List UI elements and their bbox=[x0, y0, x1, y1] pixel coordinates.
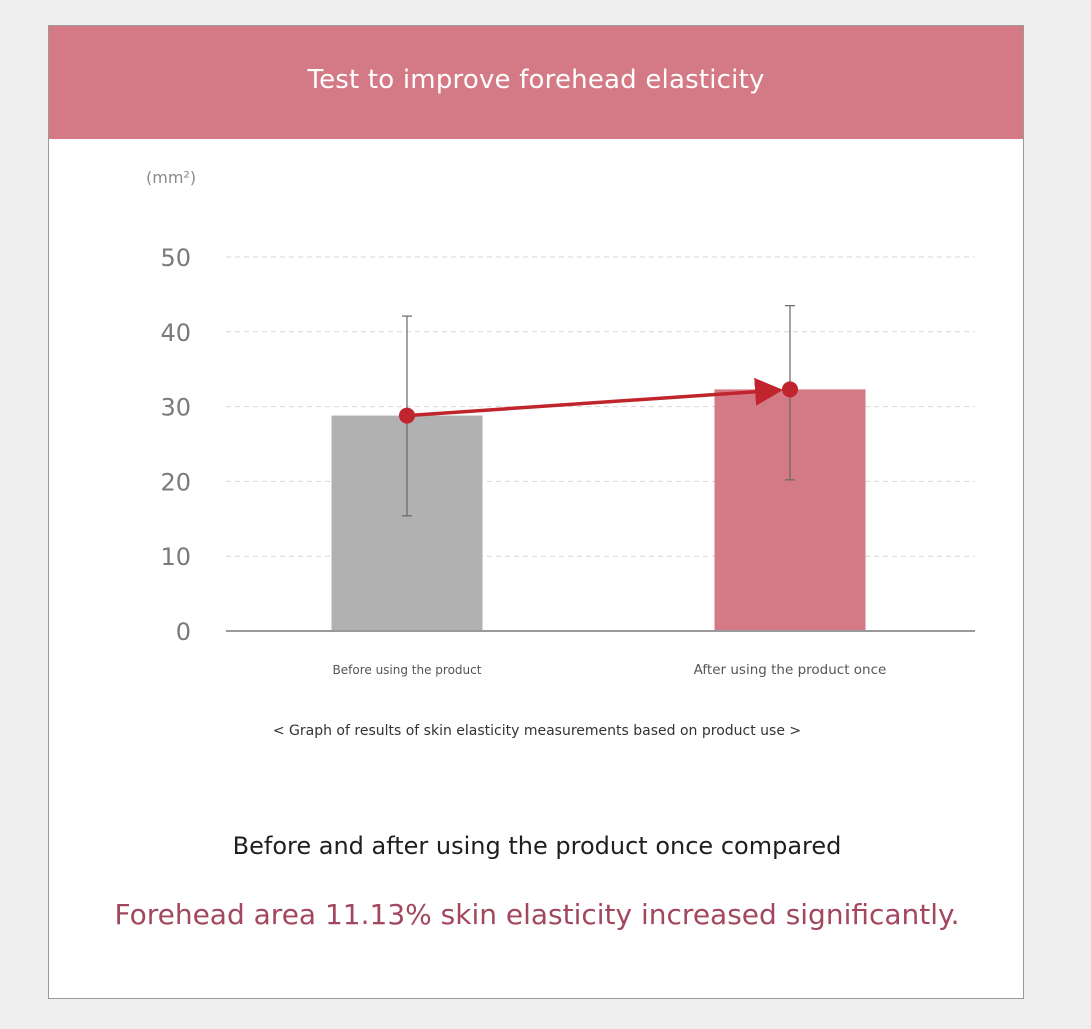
trend-arrow bbox=[406, 377, 784, 418]
chart-caption: < Graph of results of skin elasticity me… bbox=[272, 723, 802, 739]
highlight-text: Forehead area 11.13% skin elasticity inc… bbox=[114, 898, 960, 931]
y-tick-label: 10 bbox=[160, 543, 191, 571]
y-tick-label: 0 bbox=[176, 618, 191, 646]
unit-label: (mm²) bbox=[146, 168, 197, 187]
title-banner: Test to improve forehead elasticity bbox=[49, 26, 1023, 139]
y-tick-label: 50 bbox=[160, 244, 191, 272]
x-tick-label: Before using the product bbox=[333, 663, 482, 677]
banner-title: Test to improve forehead elasticity bbox=[307, 64, 765, 95]
summary-text: Before and after using the product once … bbox=[232, 832, 842, 860]
results-card: Test to improve forehead elasticity (mm²… bbox=[48, 25, 1024, 999]
elasticity-bar-chart: 0 10 20 30 40 50 Before using the product Afte… bbox=[160, 244, 975, 678]
data-point bbox=[399, 407, 415, 424]
y-tick-label: 40 bbox=[160, 319, 191, 347]
data-point bbox=[782, 381, 798, 398]
y-tick-label: 30 bbox=[160, 394, 191, 422]
x-tick-label: After using the product once bbox=[694, 662, 887, 678]
y-tick-label: 20 bbox=[160, 468, 191, 496]
